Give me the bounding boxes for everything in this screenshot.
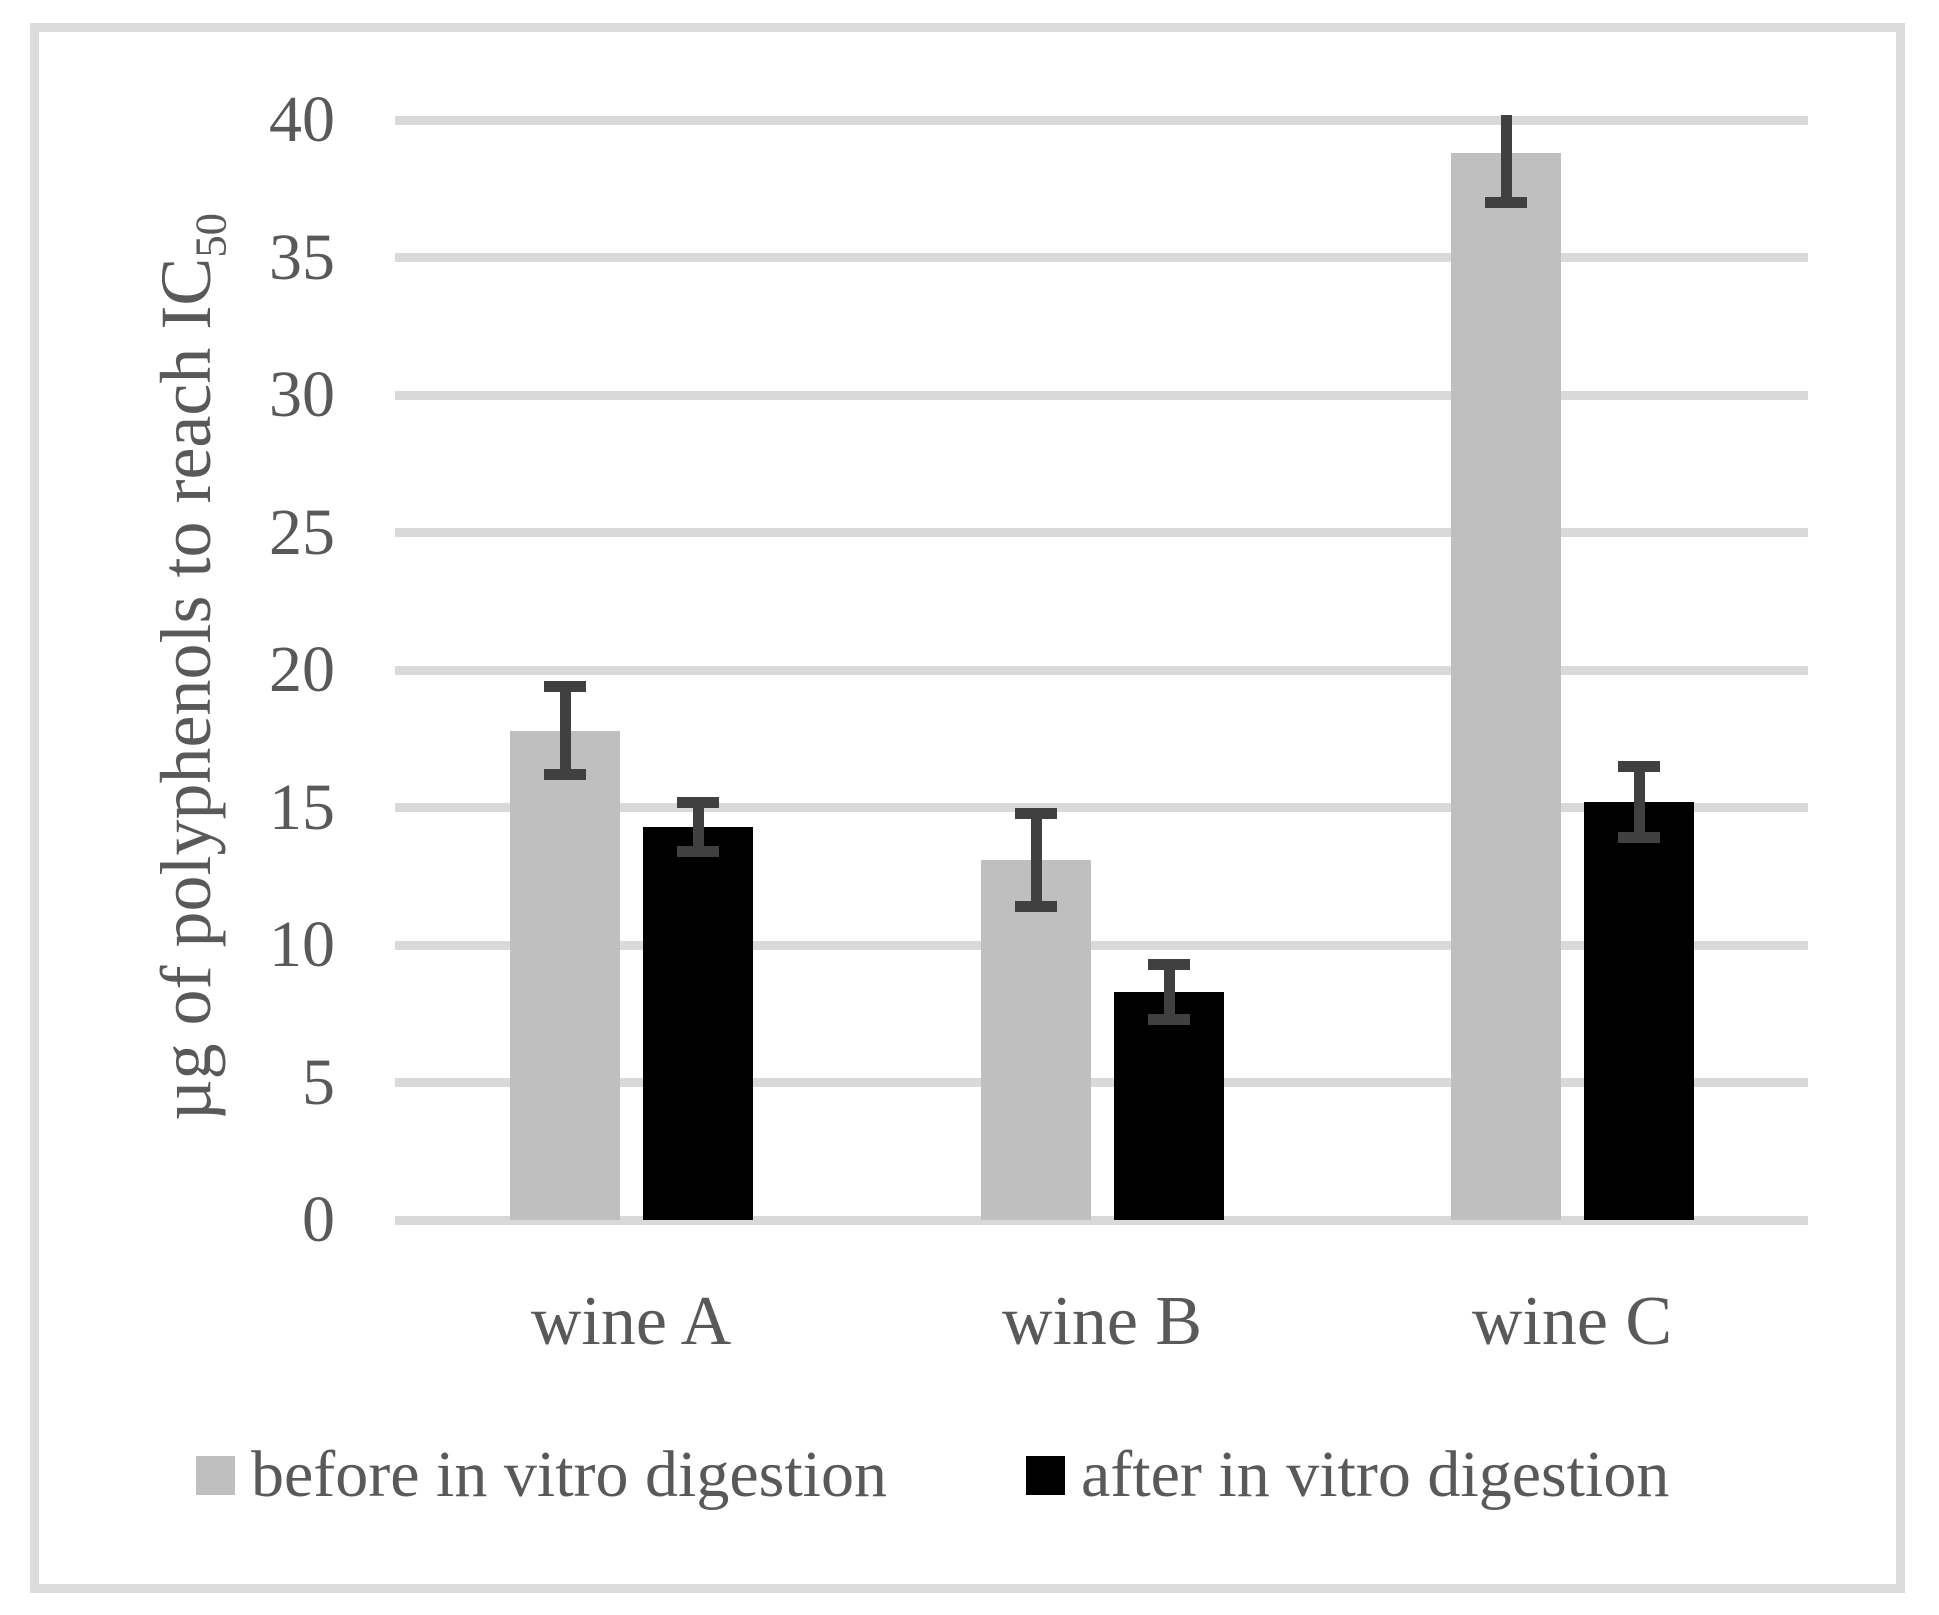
bar-after-in-vitro-digestion-wine-b (1114, 991, 1224, 1220)
error-cap-top-before-in-vitro-digestion-wine-a (544, 681, 586, 692)
error-line-after-in-vitro-digestion-wine-b (1163, 964, 1175, 1020)
error-cap-bottom-after-in-vitro-digestion-wine-c (1618, 832, 1660, 844)
gridline-15 (395, 803, 1808, 812)
legend-label-before-in-vitro-digestion: before in vitro digestion (251, 1438, 888, 1511)
error-line-before-in-vitro-digestion-wine-b (1030, 813, 1042, 907)
y-tick-label-0: 0 (302, 1183, 335, 1256)
y-tick-label-10: 10 (269, 908, 335, 981)
gridline-5 (395, 1078, 1808, 1087)
error-line-before-in-vitro-digestion-wine-c (1500, 115, 1512, 203)
gridline-25 (395, 528, 1808, 537)
gridline-40 (395, 115, 1808, 125)
bar-before-in-vitro-digestion-wine-c (1451, 153, 1561, 1220)
bar-before-in-vitro-digestion-wine-a (510, 730, 620, 1220)
y-tick-label-5: 5 (302, 1045, 335, 1119)
gridline-35 (395, 253, 1808, 262)
gridline-20 (395, 665, 1808, 675)
gridline-10 (395, 940, 1808, 950)
y-tick-label-15: 15 (269, 770, 335, 844)
x-axis-label-wine-b: wine B (1001, 1283, 1203, 1360)
bar-after-in-vitro-digestion-wine-a (643, 826, 753, 1220)
plot-area (395, 115, 1808, 1225)
y-tick-label-30: 30 (269, 358, 335, 431)
y-tick-label-20: 20 (269, 633, 335, 706)
legend-label-after-in-vitro-digestion: after in vitro digestion (1081, 1438, 1670, 1511)
gridline-0 (395, 1215, 1808, 1225)
legend-swatch-before-in-vitro-digestion (196, 1455, 235, 1495)
figure-border (30, 23, 1905, 1593)
legend-swatch-after-in-vitro-digestion (1026, 1455, 1065, 1495)
error-cap-top-after-in-vitro-digestion-wine-b (1148, 958, 1190, 970)
error-cap-bottom-before-in-vitro-digestion-wine-c (1485, 197, 1527, 208)
error-cap-top-before-in-vitro-digestion-wine-b (1015, 807, 1057, 819)
error-line-after-in-vitro-digestion-wine-c (1633, 766, 1645, 838)
error-line-before-in-vitro-digestion-wine-a (559, 686, 571, 775)
y-tick-label-25: 25 (269, 495, 335, 569)
x-axis-label-wine-c: wine C (1471, 1283, 1673, 1360)
error-cap-bottom-before-in-vitro-digestion-wine-b (1015, 901, 1057, 912)
x-axis-label-wine-a: wine A (530, 1283, 732, 1360)
error-line-after-in-vitro-digestion-wine-a (692, 802, 704, 852)
error-cap-bottom-before-in-vitro-digestion-wine-a (544, 769, 586, 780)
y-tick-label-40: 40 (269, 83, 335, 156)
legend-item-after-in-vitro-digestion: after in vitro digestion (1026, 1438, 1669, 1512)
y-tick-label-35: 35 (269, 220, 335, 294)
error-cap-bottom-after-in-vitro-digestion-wine-b (1148, 1013, 1190, 1025)
error-cap-bottom-after-in-vitro-digestion-wine-a (677, 846, 719, 857)
error-cap-top-after-in-vitro-digestion-wine-a (677, 796, 719, 808)
bar-before-in-vitro-digestion-wine-b (981, 859, 1091, 1220)
legend-item-before-in-vitro-digestion: before in vitro digestion (196, 1438, 887, 1512)
gridline-30 (395, 390, 1808, 400)
error-cap-top-after-in-vitro-digestion-wine-c (1618, 760, 1660, 772)
bar-after-in-vitro-digestion-wine-c (1584, 802, 1694, 1220)
